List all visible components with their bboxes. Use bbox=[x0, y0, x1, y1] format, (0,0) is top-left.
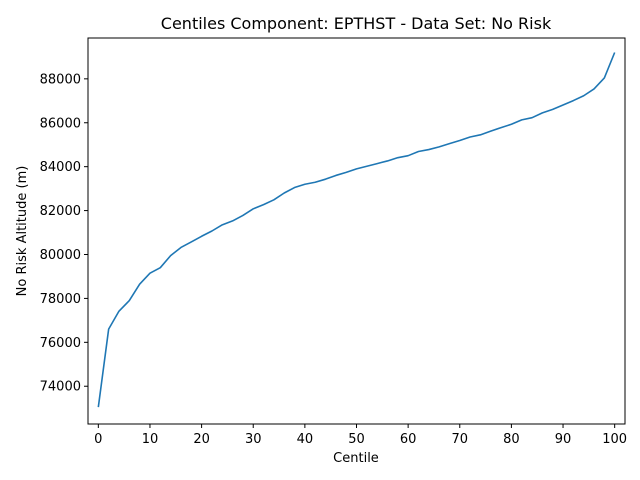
x-tick-label: 100 bbox=[602, 432, 627, 447]
y-tick-label: 78000 bbox=[40, 292, 81, 307]
y-tick-label: 82000 bbox=[40, 204, 81, 219]
x-tick-label: 70 bbox=[451, 432, 468, 447]
y-axis: 74000 76000 78000 80000 82000 84000 86000 88000 bbox=[40, 72, 88, 395]
x-tick-label: 90 bbox=[555, 432, 572, 447]
y-tick-label: 88000 bbox=[40, 72, 81, 87]
x-axis-label: Centile bbox=[333, 451, 379, 466]
x-tick-label: 30 bbox=[245, 432, 262, 447]
y-axis-label: No Risk Altitude (m) bbox=[15, 166, 30, 297]
x-tick-label: 40 bbox=[297, 432, 314, 447]
plot-area-frame bbox=[87, 37, 626, 425]
series-line bbox=[97, 52, 616, 408]
y-tick-label: 76000 bbox=[40, 336, 81, 351]
x-tick-label: 60 bbox=[400, 432, 417, 447]
x-tick-label: 20 bbox=[193, 432, 210, 447]
y-tick-label: 84000 bbox=[40, 160, 81, 175]
x-axis: 0 10 20 30 40 50 60 70 80 90 100 bbox=[94, 424, 627, 447]
chart-title: Centiles Component: EPTHST - Data Set: N… bbox=[161, 14, 552, 33]
y-tick-label: 80000 bbox=[40, 248, 81, 263]
x-tick-label: 10 bbox=[142, 432, 159, 447]
x-tick-label: 80 bbox=[503, 432, 520, 447]
x-tick-label: 50 bbox=[348, 432, 365, 447]
y-tick-label: 86000 bbox=[40, 116, 81, 131]
x-tick-label: 0 bbox=[94, 432, 102, 447]
y-tick-label: 74000 bbox=[40, 380, 81, 395]
